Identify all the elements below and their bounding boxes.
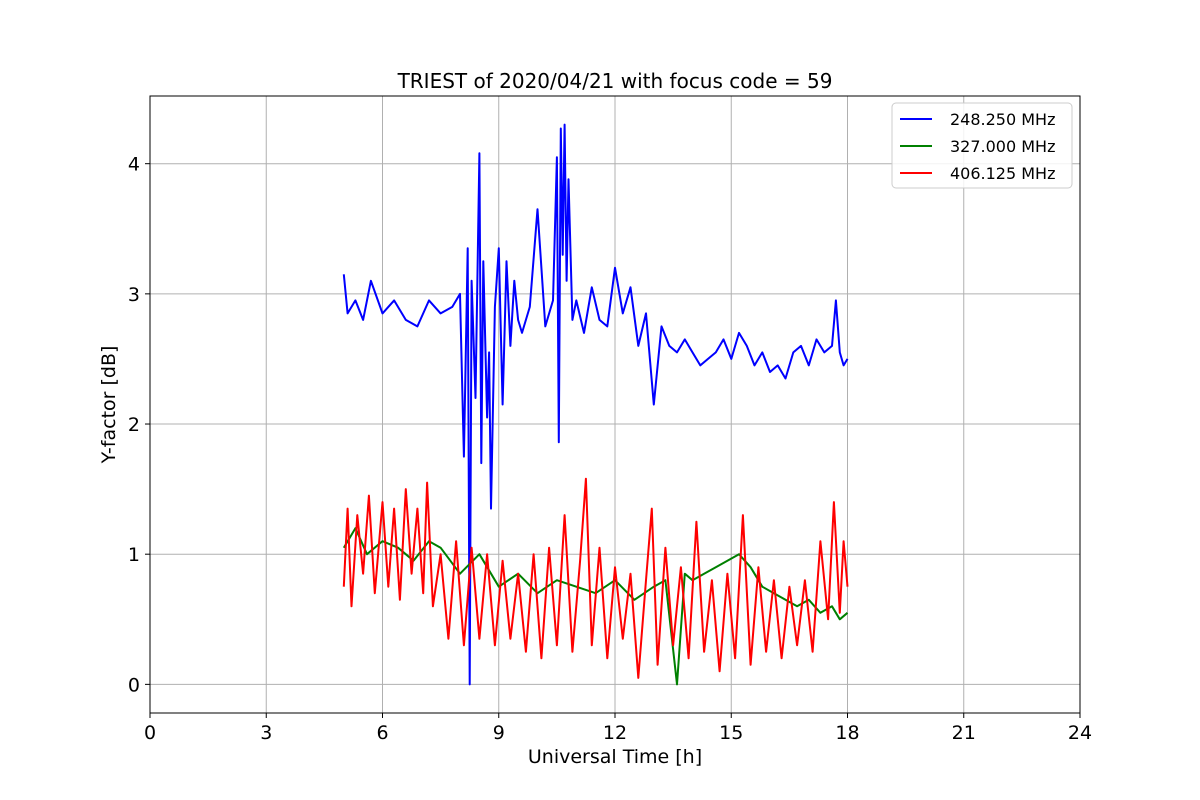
series-layer — [342, 123, 849, 686]
y-tick-label: 0 — [128, 674, 140, 696]
x-tick-label: 21 — [952, 722, 976, 744]
y-tick-label: 1 — [128, 544, 140, 566]
y-tick-label: 4 — [128, 154, 140, 176]
legend-box — [891, 102, 1073, 189]
x-axis-label: Universal Time [h] — [528, 746, 702, 768]
x-tick-label: 15 — [719, 722, 743, 744]
x-tick-label: 9 — [493, 722, 505, 744]
y-tick-label: 3 — [128, 284, 140, 306]
x-tick-label: 6 — [376, 722, 388, 744]
legend: 248.250 MHz 327.000 MHz 406.125 MHz — [891, 102, 1073, 189]
x-tick-label: 12 — [603, 722, 627, 744]
series-line-3 — [342, 477, 849, 679]
x-tick-label: 0 — [144, 722, 156, 744]
legend-label: 327.000 MHz — [950, 137, 1055, 156]
x-tick-label: 24 — [1068, 722, 1092, 744]
legend-label: 406.125 MHz — [950, 164, 1055, 183]
x-tick-label: 18 — [835, 722, 859, 744]
y-tick-label: 2 — [128, 414, 140, 436]
y-axis-label: Y-factor [dB] — [98, 346, 120, 465]
legend-label: 248.250 MHz — [950, 110, 1055, 129]
x-tick-label: 3 — [260, 722, 272, 744]
series-line-1 — [342, 123, 849, 686]
chart-title: TRIEST of 2020/04/21 with focus code = 5… — [397, 69, 833, 93]
